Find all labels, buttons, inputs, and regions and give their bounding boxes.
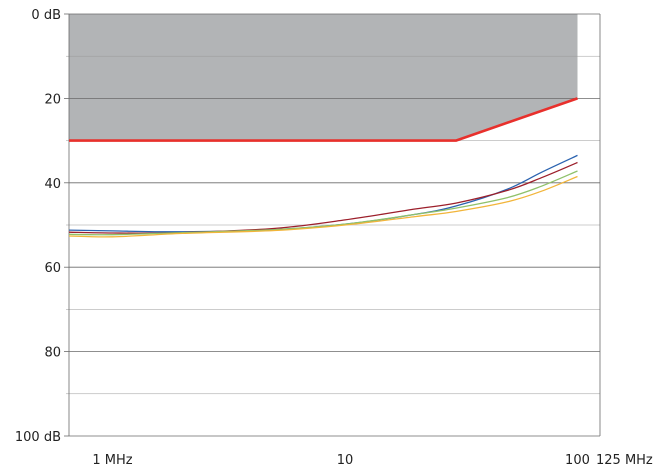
y-tick-label: 20	[44, 92, 61, 107]
series-lines	[68, 154, 578, 238]
series-line-2	[68, 161, 578, 234]
shaded-limit-area	[69, 14, 578, 141]
limit-line-path	[69, 97, 578, 142]
series-line-3	[68, 170, 578, 236]
series-line-4	[68, 175, 578, 238]
x-axis-ticks: 1 MHz 10 100 125 MHz	[92, 453, 653, 468]
shaded-region	[69, 14, 578, 141]
y-tick-label: 100 dB	[15, 430, 61, 445]
y-axis-ticks: 0 dB 20 40 60 80 100 dB	[15, 8, 61, 445]
plot-frame	[68, 14, 601, 436]
y-tick-label: 0 dB	[31, 8, 61, 23]
y-tick-label: 40	[44, 177, 61, 192]
x-tick-label: 125 MHz	[596, 453, 653, 468]
series-line-1	[68, 154, 578, 233]
y-tick-label: 80	[44, 346, 61, 361]
x-tick-label: 1 MHz	[92, 453, 132, 468]
x-tick-label: 10	[337, 453, 354, 468]
x-tick-label: 100	[565, 453, 590, 468]
limit-line	[69, 97, 578, 142]
y-tick-label: 60	[44, 261, 61, 276]
